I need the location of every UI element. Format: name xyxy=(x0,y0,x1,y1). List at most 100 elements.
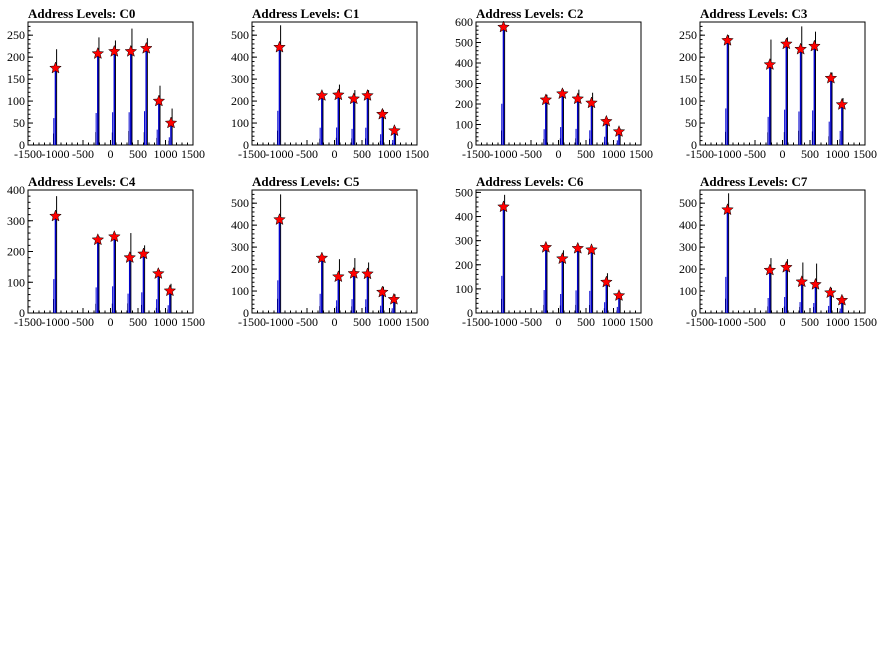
y-tick-label: 300 xyxy=(455,234,473,248)
peak-marker xyxy=(139,41,153,54)
y-tick-label: 0 xyxy=(19,138,25,152)
y-tick-label: 50 xyxy=(13,116,25,130)
x-tick-label: -1500 xyxy=(238,315,266,329)
y-tick-label: 500 xyxy=(679,196,697,210)
peak-marker xyxy=(539,93,553,106)
x-tick-label: 500 xyxy=(801,315,819,329)
hist-black-spike xyxy=(394,294,396,313)
hist-blue-spike xyxy=(97,53,99,145)
hist-blue-spike xyxy=(590,249,593,313)
hist-black-spike xyxy=(382,109,384,145)
x-tick-label: -500 xyxy=(744,147,766,161)
hist-black-spike xyxy=(770,39,772,146)
hist-blue-shoulder xyxy=(277,110,279,145)
x-tick-label: 0 xyxy=(556,147,562,161)
hist-blue-spike xyxy=(605,121,608,145)
hist-blue-shoulder xyxy=(839,308,841,313)
hist-blue-spike xyxy=(54,68,57,145)
peak-marker xyxy=(779,260,793,273)
hist-blue-spike xyxy=(337,94,340,145)
y-tick-label: 200 xyxy=(455,97,473,111)
hist-black-spike xyxy=(619,292,621,313)
hist-black-spike xyxy=(322,255,324,313)
x-tick-label: 1500 xyxy=(405,147,429,161)
hist-blue-spike xyxy=(393,299,395,313)
peak-marker xyxy=(49,61,62,74)
hist-black-spike xyxy=(786,259,788,313)
x-tick-label: 1500 xyxy=(181,315,205,329)
y-tick-label: 200 xyxy=(7,245,25,259)
hist-blue-shoulder xyxy=(336,300,338,313)
hist-blue-shoulder xyxy=(725,108,727,145)
hist-black-spike xyxy=(354,258,356,313)
y-tick-label: 400 xyxy=(231,50,249,64)
hist-blue-shoulder xyxy=(616,140,618,145)
plot-frame xyxy=(251,189,418,314)
hist-black-spike xyxy=(546,94,548,145)
y-tick-label: 300 xyxy=(7,214,25,228)
hist-black-spike xyxy=(786,37,788,145)
hist-black-spike xyxy=(606,273,608,313)
peak-marker xyxy=(497,20,510,33)
hist-black-spike xyxy=(114,40,116,146)
x-tick-label: 1000 xyxy=(154,315,178,329)
x-tick-label: 1000 xyxy=(378,147,402,161)
y-tick-label: 100 xyxy=(455,282,473,296)
hist-black-spike xyxy=(338,259,340,313)
hist-blue-spike xyxy=(785,43,788,145)
hist-blue-shoulder xyxy=(365,299,367,313)
hist-black-spike xyxy=(382,286,384,313)
peak-marker xyxy=(585,96,598,109)
x-tick-label: 0 xyxy=(108,315,114,329)
y-tick-label: 100 xyxy=(7,94,25,108)
hist-black-spike xyxy=(338,84,340,145)
x-tick-label: 0 xyxy=(780,315,786,329)
y-tick-label: 400 xyxy=(7,183,25,197)
hist-black-spike xyxy=(98,236,100,313)
hist-blue-shoulder xyxy=(95,287,97,313)
hist-blue-spike xyxy=(278,219,281,313)
x-tick-label: 500 xyxy=(801,147,819,161)
hist-blue-shoulder xyxy=(812,110,814,145)
peak-marker xyxy=(823,286,837,299)
x-tick-label: 500 xyxy=(129,147,147,161)
y-tick-label: 100 xyxy=(455,118,473,132)
hist-blue-shoulder xyxy=(560,294,562,313)
peak-marker xyxy=(835,293,849,306)
y-tick-label: 0 xyxy=(467,306,473,320)
hist-black-spike xyxy=(171,108,173,145)
hist-blue-shoulder xyxy=(604,136,606,145)
hist-black-spike xyxy=(842,296,844,313)
hist-black-spike xyxy=(322,92,324,145)
peak-marker xyxy=(315,88,329,101)
hist-blue-shoulder xyxy=(156,129,158,145)
hist-blue-shoulder xyxy=(112,286,114,313)
hist-black-spike xyxy=(368,90,370,145)
hist-blue-spike xyxy=(157,273,160,313)
hist-black-spike xyxy=(546,245,548,313)
hist-black-spike xyxy=(728,35,730,145)
hist-black-spike xyxy=(131,28,133,145)
x-tick-label: -1000 xyxy=(42,315,70,329)
y-tick-label: 200 xyxy=(231,262,249,276)
x-tick-label: 500 xyxy=(353,147,371,161)
x-tick-label: 1500 xyxy=(629,315,653,329)
hist-blue-spike xyxy=(366,95,369,145)
peak-marker xyxy=(331,88,345,101)
peak-marker xyxy=(91,46,105,60)
hist-blue-shoulder xyxy=(798,111,800,145)
hist-blue-spike xyxy=(145,48,147,145)
x-tick-label: 500 xyxy=(577,147,595,161)
hist-blue-spike xyxy=(561,93,564,145)
hist-blue-spike xyxy=(54,216,57,313)
hist-black-spike xyxy=(280,194,282,313)
hist-blue-spike xyxy=(785,267,788,313)
hist-black-spike xyxy=(619,128,621,145)
hist-blue-shoulder xyxy=(380,305,382,313)
hist-black-spike xyxy=(802,262,804,313)
peak-marker xyxy=(721,203,734,216)
x-tick-label: -1000 xyxy=(266,147,294,161)
hist-blue-spike xyxy=(726,40,729,146)
peak-marker xyxy=(497,200,510,213)
